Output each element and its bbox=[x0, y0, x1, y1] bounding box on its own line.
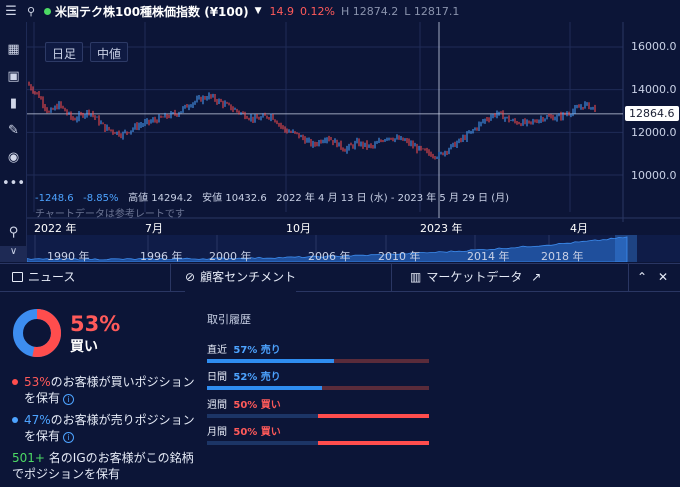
collapse-chart-button[interactable]: ∨ bbox=[0, 246, 27, 262]
y-tick: 12000.0 bbox=[631, 126, 677, 139]
chart-toolbar: ▦ ▣ ▮ ✎ ◉ ••• ⚲ bbox=[0, 22, 27, 262]
info-icon[interactable]: i bbox=[63, 394, 75, 405]
x-tick: 7月 bbox=[145, 222, 163, 235]
calculator-icon[interactable]: ▦ bbox=[7, 42, 20, 57]
bar-chart-icon[interactable]: ▮ bbox=[9, 96, 18, 111]
expand-panel-button[interactable]: ⌃ bbox=[637, 270, 648, 284]
current-price-label: 12864.6 bbox=[625, 106, 679, 121]
news-icon bbox=[12, 272, 23, 282]
panel-tabs: ニュース ⊘ 顧客センチメント ▥ マーケットデータ ↗ ⌃ ✕ bbox=[0, 264, 680, 292]
search-icon[interactable]: ⚲ bbox=[26, 4, 36, 18]
navigator-window bbox=[615, 235, 637, 262]
buy-percentage: 53% bbox=[70, 312, 121, 336]
sell-position-text: 47%のお客様が売りポジション を保有 i bbox=[12, 412, 195, 444]
price-change-pct: 0.12% bbox=[300, 4, 335, 18]
tab-market-data[interactable]: ▥ マーケットデータ ↗ bbox=[410, 270, 542, 284]
history-bar bbox=[207, 441, 429, 445]
range-stats: -1248.6 -8.85% 高値 14294.2 安値 10432.6 202… bbox=[35, 189, 509, 204]
navigator-label: 2006 年 bbox=[308, 250, 351, 263]
history-bar bbox=[207, 414, 429, 418]
history-bar bbox=[207, 386, 429, 390]
day-high: H 12874.2 bbox=[340, 4, 399, 18]
y-tick: 10000.0 bbox=[631, 169, 677, 182]
timeframe-button[interactable]: 日足 bbox=[45, 42, 84, 62]
price-chart[interactable]: 日足 中値 16000.0 14000.0 12000.0 10000.0 12… bbox=[27, 22, 680, 263]
navigator-label: 2010 年 bbox=[378, 250, 421, 263]
sentiment-icon: ⊘ bbox=[185, 270, 196, 284]
price-type-button[interactable]: 中値 bbox=[90, 42, 129, 62]
more-icon[interactable]: ••• bbox=[1, 176, 25, 191]
history-title: 取引履歴 bbox=[207, 313, 251, 326]
navigator-area bbox=[27, 236, 628, 262]
draw-pencil-icon[interactable]: ✎ bbox=[8, 123, 19, 138]
x-tick: 4月 bbox=[570, 222, 588, 235]
x-tick: 2022 年 bbox=[34, 222, 77, 235]
range-change-pct: -8.85% bbox=[83, 193, 119, 204]
instrument-title[interactable]: 米国テク株100種株価指数 (¥100) bbox=[55, 4, 249, 19]
navigator-label: 2000 年 bbox=[209, 250, 252, 263]
sentiment-donut bbox=[13, 309, 61, 357]
range-low: 安値 10432.6 bbox=[202, 193, 267, 204]
tab-news[interactable]: ニュース bbox=[12, 264, 75, 292]
external-link-icon: ↗ bbox=[531, 270, 542, 284]
client-count-text: 501+ 名のIGのお客様がこの銘柄 でポジションを保有 bbox=[12, 451, 194, 481]
history-row: 日間 52% 売り bbox=[207, 368, 429, 390]
info-panel: ニュース ⊘ 顧客センチメント ▥ マーケットデータ ↗ ⌃ ✕ 53% 買い 53… bbox=[0, 263, 680, 487]
zoom-icon[interactable]: ⚲ bbox=[8, 225, 19, 240]
instrument-header: ☰ ⚲ 米国テク株100種株価指数 (¥100) ▼ 14.9 0.12% H … bbox=[0, 0, 680, 22]
day-low: L 12817.1 bbox=[404, 4, 460, 18]
eye-icon[interactable]: ◉ bbox=[7, 150, 20, 165]
range-high: 高値 14294.2 bbox=[128, 193, 193, 204]
candlestick-chart[interactable] bbox=[27, 22, 680, 262]
info-icon[interactable]: i bbox=[63, 432, 75, 443]
indicator-icon[interactable]: ▣ bbox=[7, 69, 20, 84]
chevron-down-icon[interactable]: ▼ bbox=[254, 6, 262, 16]
history-row: 直近 57% 売り bbox=[207, 341, 429, 363]
close-panel-button[interactable]: ✕ bbox=[658, 270, 669, 284]
buy-label: 買い bbox=[70, 339, 98, 355]
chart-disclaimer: チャートデータは参考レートです bbox=[35, 209, 185, 220]
tab-sentiment[interactable]: ⊘ 顧客センチメント bbox=[185, 264, 297, 292]
history-bar bbox=[207, 359, 429, 363]
navigator-label: 2018 年 bbox=[541, 250, 584, 263]
x-tick: 10月 bbox=[286, 222, 311, 235]
y-tick: 14000.0 bbox=[631, 83, 677, 96]
market-data-icon: ▥ bbox=[410, 270, 422, 284]
history-row: 月間 50% 買い bbox=[207, 423, 429, 445]
y-tick: 16000.0 bbox=[631, 40, 677, 53]
navigator-label: 1990 年 bbox=[47, 250, 90, 263]
menu-icon[interactable]: ☰ bbox=[5, 3, 17, 19]
price-change: 14.9 bbox=[269, 4, 295, 18]
market-open-indicator bbox=[44, 7, 51, 15]
range-dates: 2022 年 4 月 13 日 (水) - 2023 年 5 月 29 日 (月… bbox=[276, 193, 510, 204]
buy-position-text: 53%のお客様が買いポジション を保有 i bbox=[12, 374, 195, 406]
navigator-label: 1996 年 bbox=[140, 250, 183, 263]
range-change: -1248.6 bbox=[35, 193, 74, 204]
navigator-label: 2014 年 bbox=[467, 250, 510, 263]
x-tick: 2023 年 bbox=[420, 222, 463, 235]
history-row: 週間 50% 買い bbox=[207, 396, 429, 418]
